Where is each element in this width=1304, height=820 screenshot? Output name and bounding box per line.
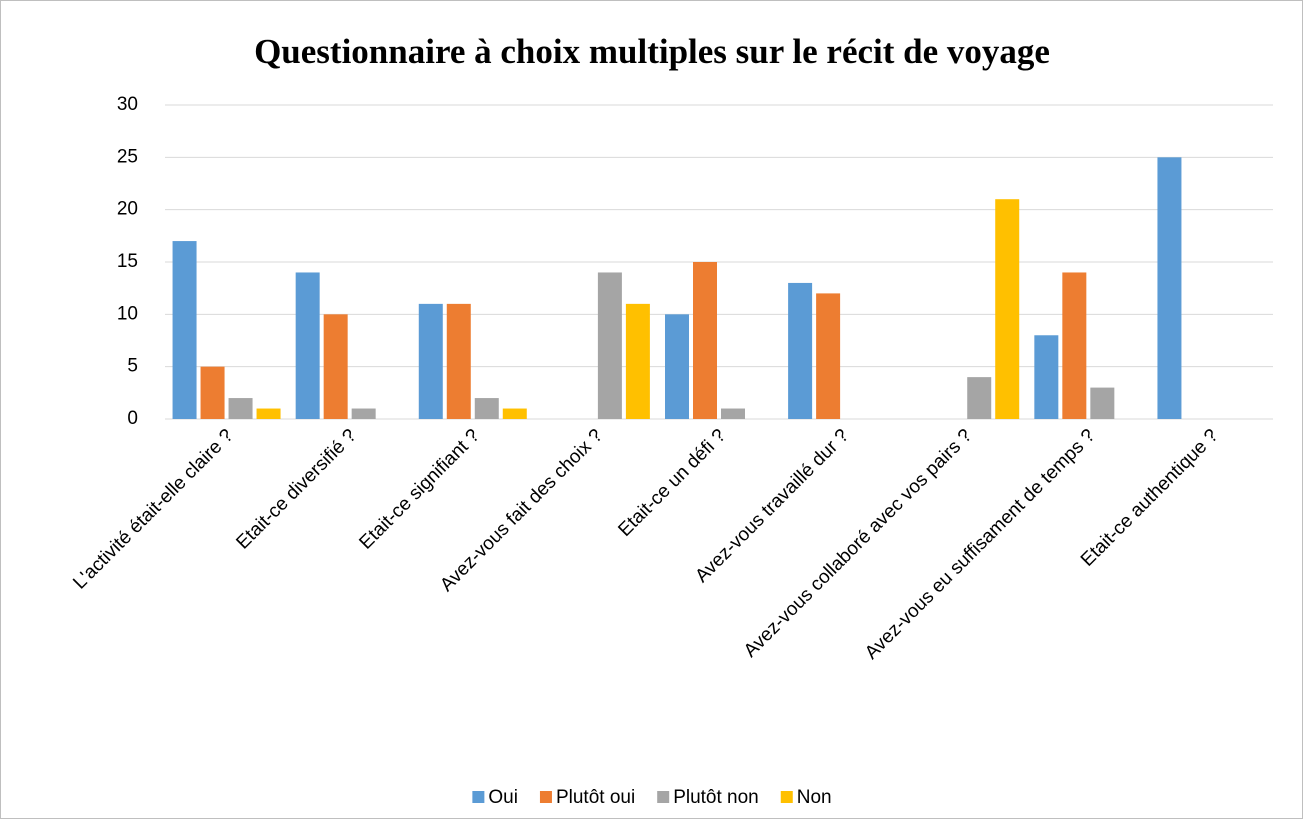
bar xyxy=(172,241,197,419)
bar xyxy=(323,314,348,419)
bar xyxy=(228,398,253,419)
bar xyxy=(995,199,1020,419)
bar xyxy=(721,408,745,419)
bar xyxy=(1034,335,1059,419)
y-tick-label: 0 xyxy=(127,408,138,429)
legend-swatch xyxy=(657,791,670,803)
bar xyxy=(351,408,376,419)
bar xyxy=(597,272,622,419)
bar xyxy=(693,262,717,419)
legend-swatch xyxy=(539,791,552,803)
y-tick-label: 5 xyxy=(127,356,138,377)
legend-swatch xyxy=(472,791,485,803)
bar xyxy=(1090,387,1115,419)
bar xyxy=(295,272,320,419)
bar xyxy=(446,303,471,419)
bar xyxy=(788,282,813,419)
legend-label: Oui xyxy=(488,787,518,808)
y-tick-label: 10 xyxy=(117,303,138,324)
y-tick-label: 20 xyxy=(117,199,138,220)
bar xyxy=(256,408,281,419)
bar xyxy=(418,303,443,419)
bar xyxy=(502,408,527,419)
bar xyxy=(1157,157,1182,420)
legend-label: Plutôt non xyxy=(673,787,759,808)
legend-label: Plutôt oui xyxy=(556,787,635,808)
bar xyxy=(200,366,225,419)
bar xyxy=(1062,272,1087,419)
y-tick-label: 25 xyxy=(117,146,138,167)
chart-title: Questionnaire à choix multiples sur le r… xyxy=(254,32,1050,71)
bar xyxy=(625,303,650,419)
bar xyxy=(816,293,841,419)
legend-label: Non xyxy=(797,787,832,808)
y-tick-label: 30 xyxy=(117,94,138,115)
bar xyxy=(967,377,992,419)
bar xyxy=(665,314,689,419)
bar xyxy=(474,398,499,419)
y-tick-label: 15 xyxy=(117,251,138,272)
legend-swatch xyxy=(780,791,793,803)
